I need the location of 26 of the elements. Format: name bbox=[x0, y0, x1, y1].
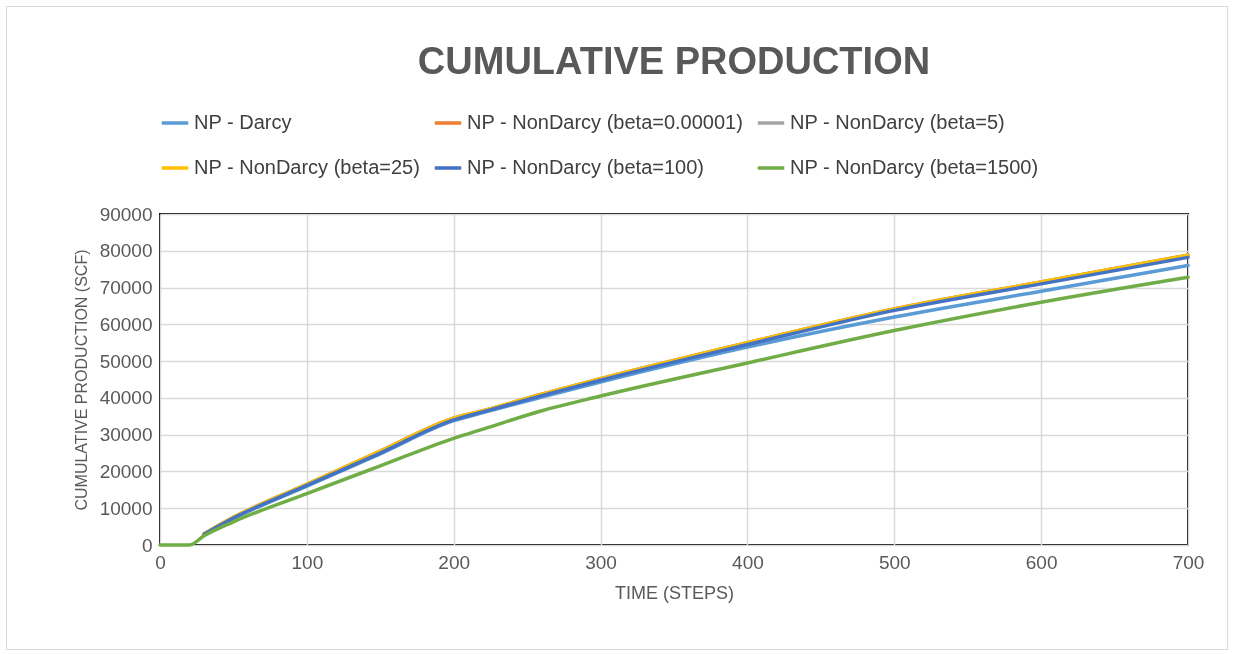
y-tick-label: 70000 bbox=[99, 277, 153, 299]
y-axis-title: CUMULATIVE PRODUCTION (SCF) bbox=[72, 249, 90, 511]
legend-label: NP - NonDarcy (beta=100) bbox=[467, 156, 704, 178]
y-tick-label: 90000 bbox=[99, 203, 153, 225]
y-tick-label: 0 bbox=[141, 534, 153, 556]
legend-label: NP - NonDarcy (beta=1500) bbox=[790, 156, 1039, 178]
chart-title: CUMULATIVE PRODUCTION bbox=[417, 40, 931, 82]
y-tick-label: 40000 bbox=[99, 387, 153, 409]
x-tick-label: 600 bbox=[1025, 551, 1058, 573]
x-tick-label: 100 bbox=[291, 551, 324, 573]
legend-label: NP - Darcy bbox=[194, 111, 292, 133]
y-tick-label: 60000 bbox=[99, 313, 153, 335]
x-tick-label: 500 bbox=[878, 551, 911, 573]
y-tick-label: 50000 bbox=[99, 350, 153, 372]
y-tick-label: 20000 bbox=[99, 460, 153, 482]
x-tick-label: 700 bbox=[1172, 551, 1205, 573]
y-tick-label: 80000 bbox=[99, 240, 153, 262]
x-tick-label: 300 bbox=[585, 551, 617, 573]
x-axis-title: TIME (STEPS) bbox=[614, 582, 735, 603]
legend-label: NP - NonDarcy (beta=5) bbox=[790, 111, 1005, 133]
legend-label: NP - NonDarcy (beta=25) bbox=[194, 156, 420, 178]
legend-label: NP - NonDarcy (beta=0.00001) bbox=[467, 111, 743, 133]
y-tick-label: 10000 bbox=[99, 497, 153, 519]
x-tick-label: 400 bbox=[732, 551, 764, 573]
x-tick-label: 200 bbox=[438, 551, 471, 573]
y-tick-label: 30000 bbox=[99, 424, 153, 446]
